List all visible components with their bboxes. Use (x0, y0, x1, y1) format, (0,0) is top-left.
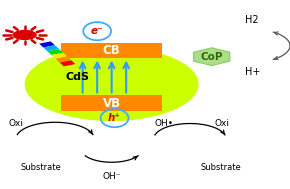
Text: H2: H2 (245, 15, 259, 25)
Ellipse shape (12, 30, 37, 40)
Polygon shape (43, 45, 59, 51)
Text: VB: VB (103, 97, 121, 109)
Text: CB: CB (103, 44, 121, 57)
Text: H+: H+ (245, 67, 260, 77)
Text: Substrate: Substrate (200, 163, 241, 172)
Text: Oxi: Oxi (8, 119, 23, 128)
Polygon shape (52, 53, 67, 59)
Text: Substrate: Substrate (20, 163, 61, 172)
Polygon shape (47, 49, 63, 55)
Polygon shape (194, 48, 230, 66)
Bar (61, 43, 162, 58)
Text: OH•: OH• (154, 119, 173, 128)
Text: h⁺: h⁺ (108, 113, 121, 123)
Bar (61, 95, 162, 111)
Polygon shape (60, 60, 75, 66)
Text: OH⁻: OH⁻ (102, 172, 121, 181)
Polygon shape (39, 41, 55, 47)
Text: CdS: CdS (65, 72, 89, 81)
Ellipse shape (25, 47, 199, 121)
Polygon shape (56, 57, 71, 63)
Text: e⁻: e⁻ (91, 26, 104, 36)
Text: CoP: CoP (200, 52, 223, 62)
Text: Oxi: Oxi (214, 119, 229, 128)
